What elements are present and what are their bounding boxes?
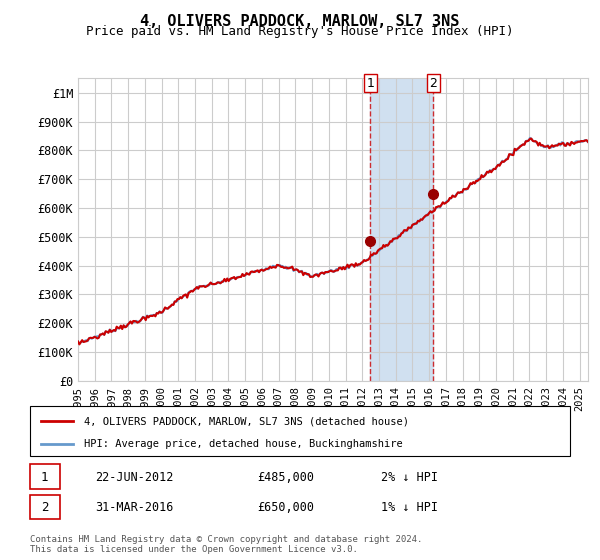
Text: 2: 2	[430, 77, 437, 90]
Text: Price paid vs. HM Land Registry's House Price Index (HPI): Price paid vs. HM Land Registry's House …	[86, 25, 514, 38]
Text: HPI: Average price, detached house, Buckinghamshire: HPI: Average price, detached house, Buck…	[84, 439, 403, 449]
Bar	[370, 78, 433, 381]
FancyBboxPatch shape	[30, 464, 60, 489]
Text: £485,000: £485,000	[257, 471, 314, 484]
Text: 1% ↓ HPI: 1% ↓ HPI	[381, 501, 438, 514]
Text: 4, OLIVERS PADDOCK, MARLOW, SL7 3NS: 4, OLIVERS PADDOCK, MARLOW, SL7 3NS	[140, 14, 460, 29]
FancyBboxPatch shape	[30, 494, 60, 519]
Text: 1: 1	[366, 77, 374, 90]
Text: Contains HM Land Registry data © Crown copyright and database right 2024.
This d: Contains HM Land Registry data © Crown c…	[30, 535, 422, 554]
Text: 2% ↓ HPI: 2% ↓ HPI	[381, 471, 438, 484]
Text: 22-JUN-2012: 22-JUN-2012	[95, 471, 173, 484]
FancyBboxPatch shape	[30, 406, 570, 456]
Text: 2: 2	[41, 501, 49, 514]
Text: £650,000: £650,000	[257, 501, 314, 514]
Text: 4, OLIVERS PADDOCK, MARLOW, SL7 3NS (detached house): 4, OLIVERS PADDOCK, MARLOW, SL7 3NS (det…	[84, 416, 409, 426]
Text: 1: 1	[41, 471, 49, 484]
Text: 31-MAR-2016: 31-MAR-2016	[95, 501, 173, 514]
